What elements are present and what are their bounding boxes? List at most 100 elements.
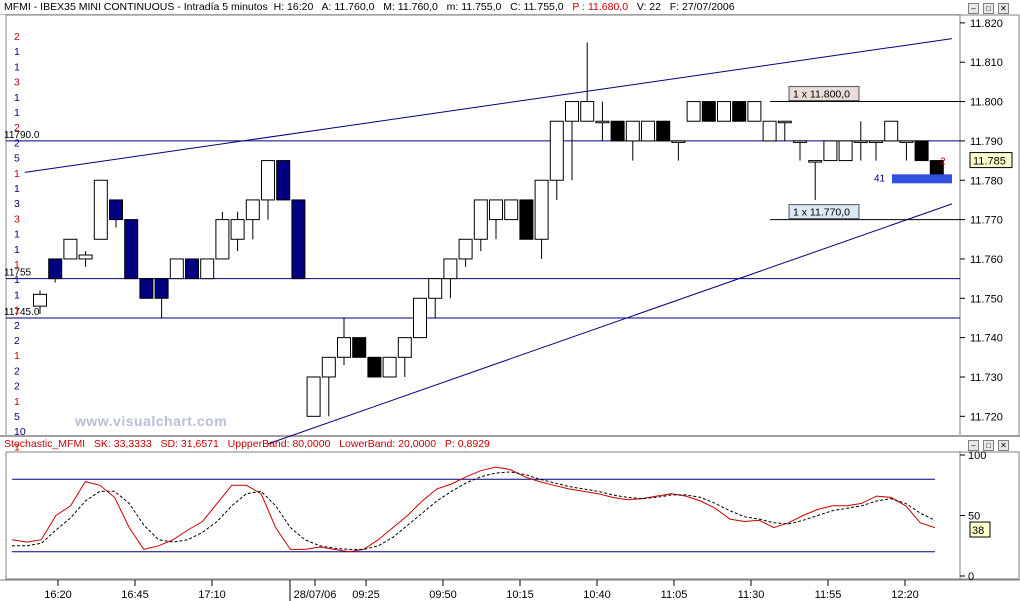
candle-body-40: [641, 120, 655, 142]
time-tick-label-9: 11:30: [738, 589, 765, 601]
interval: Intradía 5 minutos: [183, 1, 268, 13]
candle-body-57: [899, 140, 914, 143]
count-label-20: 2: [14, 335, 20, 347]
m-label: M:: [383, 1, 395, 13]
candle-body-26: [428, 278, 443, 299]
candle-body-36: [580, 101, 595, 122]
indicator-name: Stochastic_MFMI: [4, 438, 86, 450]
stochastic-series-sd: [12, 471, 936, 550]
candle-body-8: [154, 278, 169, 299]
stochastic-tick-label-0: 100: [968, 450, 986, 462]
candle-body-46: [732, 101, 747, 122]
time-tick-label-1: 16:45: [121, 589, 149, 601]
time-tick-label-4: 09:25: [352, 589, 380, 601]
candle-body-1: [48, 258, 63, 280]
watermark: www.visualchart.com: [75, 413, 228, 429]
count-label-0: 2: [14, 31, 20, 43]
time-tick-label-3: 28/07/06: [294, 589, 337, 601]
candle-body-42: [671, 140, 686, 143]
count-label-8: 5: [14, 153, 20, 165]
candle-body-31: [504, 199, 519, 221]
count-label-19: 2: [14, 320, 20, 332]
candle-body-58: [914, 140, 929, 162]
price-axis-panel: [959, 14, 1020, 437]
candle-body-19: [321, 356, 336, 378]
ask-size-label: 2: [940, 157, 946, 168]
time-tick-label-0: 16:20: [44, 589, 72, 601]
m-value: 11.760,0: [397, 1, 438, 13]
count-label-14: 1: [14, 244, 20, 256]
count-label-13: 1: [14, 229, 20, 241]
time-tick-label-5: 09:50: [429, 589, 457, 601]
candle-body-22: [367, 356, 382, 378]
indicator-minimize-icon[interactable]: –: [968, 440, 979, 451]
price-panel-header: MFMI - IBEX35 MINI CONTINUOUS - Intradía…: [0, 0, 960, 15]
count-label-11: 3: [14, 198, 20, 210]
symbol: MFMI: [4, 1, 31, 13]
candle-body-54: [853, 140, 868, 143]
candle-body-44: [701, 101, 716, 122]
level-label-0: 11790.0: [4, 130, 40, 141]
sk-label: SK:: [93, 438, 111, 450]
count-label-21: 1: [14, 350, 20, 362]
candle-body-24: [397, 337, 412, 358]
count-label-9: 1: [14, 168, 20, 180]
indicator-maximize-icon[interactable]: □: [983, 440, 994, 451]
price-tick-label-0: 11.820: [970, 18, 1003, 30]
candle-body-43: [686, 101, 701, 122]
candle-body-14: [245, 199, 260, 221]
mn-label: m:: [446, 1, 459, 13]
minimize-icon[interactable]: –: [968, 3, 979, 14]
count-label-7: 2: [14, 137, 20, 149]
candle-body-38: [610, 120, 625, 142]
indicator-close-icon[interactable]: ✕: [998, 440, 1009, 451]
maximize-icon[interactable]: □: [983, 3, 994, 14]
lower-band-value: 20,0000: [398, 438, 437, 450]
candle-body-3: [78, 254, 93, 260]
count-label-22: 2: [14, 365, 20, 377]
p-label: P :: [572, 1, 586, 13]
candle-body-39: [625, 120, 640, 142]
price-tick-label-5: 11.770: [970, 215, 1003, 227]
count-label-10: 1: [14, 183, 20, 195]
stochastic-plot-area: [5, 451, 961, 580]
count-label-1: 1: [14, 46, 20, 58]
price-tick-label-1: 11.810: [970, 57, 1003, 69]
candle-body-12: [215, 219, 230, 260]
candle-body-55: [869, 140, 883, 143]
stochastic-series-sk: [11, 466, 936, 553]
count-label-17: 1: [14, 289, 20, 301]
price-tick-label-7: 11.750: [970, 293, 1003, 305]
close-icon[interactable]: ✕: [998, 3, 1009, 14]
candle-body-15: [261, 160, 275, 201]
candle-body-50: [793, 140, 807, 143]
candle-body-34: [549, 120, 564, 181]
candle-body-32: [519, 199, 534, 240]
bid-size-label: 41: [874, 173, 886, 184]
candle-body-49: [777, 120, 792, 124]
candle-body-25: [413, 297, 427, 339]
count-label-23: 2: [14, 381, 20, 393]
candle-body-6: [124, 219, 139, 280]
period-label: P:: [444, 438, 455, 450]
time-tick-label-6: 10:15: [506, 589, 534, 601]
sd-value: 31,6571: [180, 438, 219, 450]
f-value: 27/07/2006: [682, 1, 735, 13]
order-label-box-0: [788, 86, 860, 102]
price-tick-label-8: 11.740: [970, 333, 1003, 345]
candle-body-18: [306, 376, 321, 417]
level-label-2: 11745.0: [4, 307, 40, 318]
candle-body-10: [185, 258, 199, 280]
candle-body-9: [169, 258, 184, 280]
time-tick-label-11: 12:20: [891, 589, 919, 601]
level-label-1: 11755: [4, 268, 32, 279]
price-tick-label-3: 11.790: [970, 136, 1003, 148]
candle-body-5: [109, 199, 123, 221]
candle-body-52: [823, 140, 838, 162]
mn-value: 11.755,0: [461, 1, 502, 13]
v-value: 22: [649, 1, 661, 13]
f-label: F:: [669, 1, 680, 13]
a-label: A:: [321, 1, 332, 13]
order-label-1: 1 x 11.770,0: [793, 207, 850, 219]
